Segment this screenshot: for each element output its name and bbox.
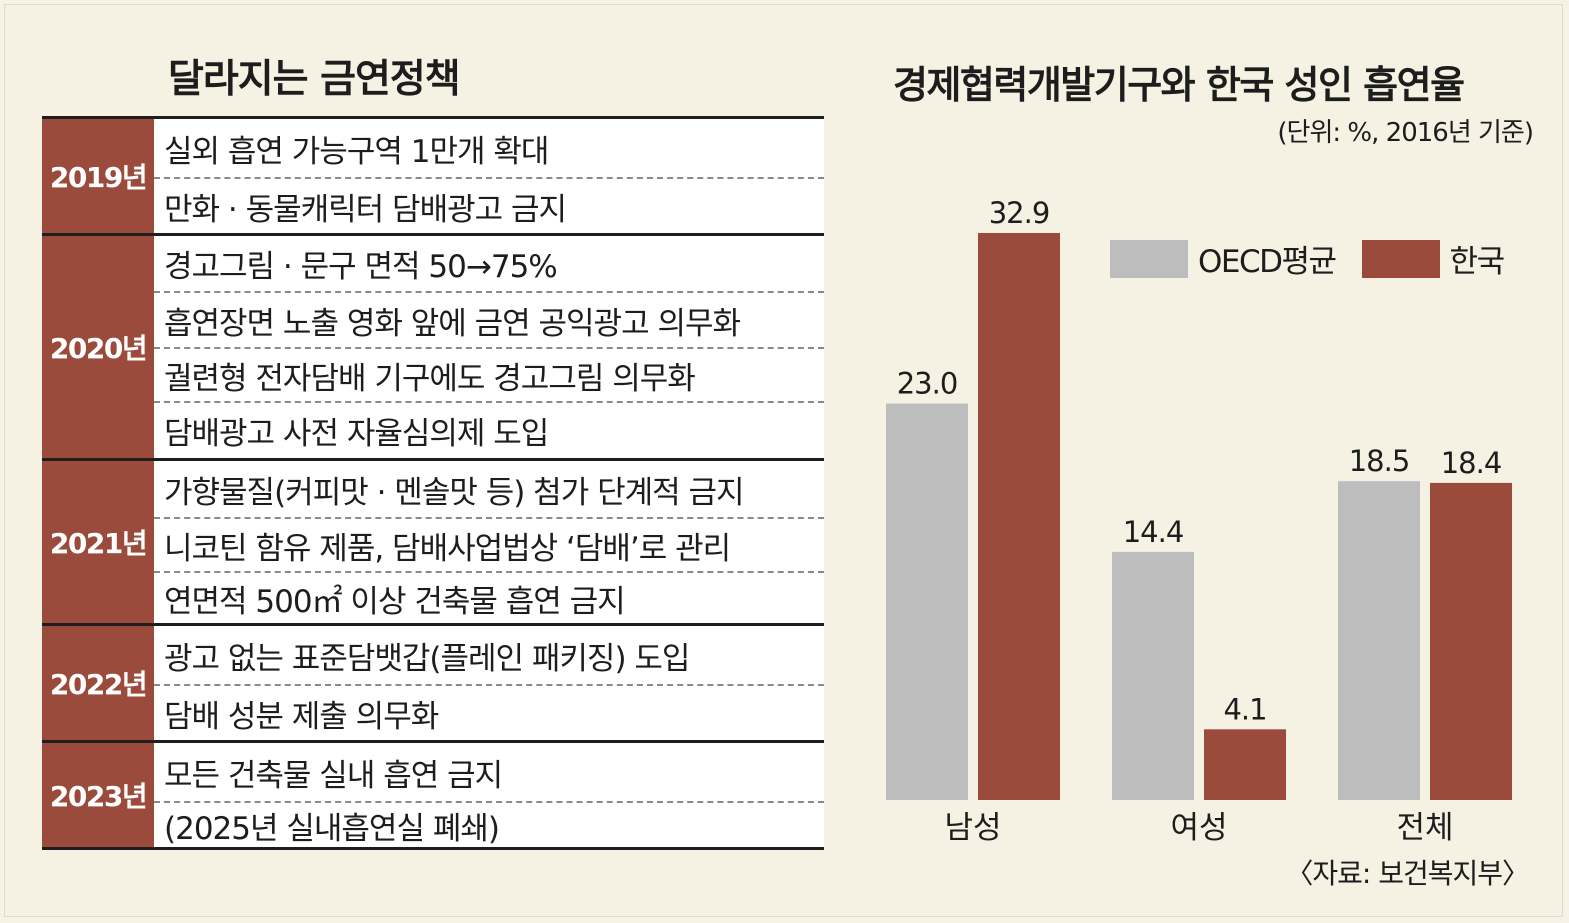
year-group: 2020년 경고그림 · 문구 면적 50→75% 흡연장면 노출 영화 앞에 금연… <box>42 233 824 458</box>
value-label: 18.4 <box>1441 446 1502 480</box>
policy-title: 달라지는 금연정책 <box>168 57 461 102</box>
policy-item: 실외 흡연 가능구역 1만개 확대 <box>164 133 549 170</box>
year-label: 2021년 <box>42 461 154 623</box>
legend-swatch-oecd <box>1110 239 1188 278</box>
policy-item: 광고 없는 표준담뱃갑(플레인 패키징) 도입 <box>164 640 690 677</box>
policy-item: 담배광고 사전 자율심의제 도입 <box>154 401 824 458</box>
value-label: 23.0 <box>897 367 958 401</box>
policy-item: 만화 · 동물캐릭터 담배광고 금지 <box>154 177 824 233</box>
policy-item: 흡연장면 노출 영화 앞에 금연 공익광고 의무화 <box>154 291 824 347</box>
policy-items: 모든 건축물 실내 흡연 금지 (2025년 실내흡연실 폐쇄) <box>154 743 824 847</box>
year-group: 2019년 실외 흡연 가능구역 1만개 확대 만화 · 동물캐릭터 담배광고 금지 <box>42 116 824 233</box>
bar-oecd-0 <box>886 403 968 800</box>
category-label: 여성 <box>1170 810 1227 846</box>
legend-swatch-korea <box>1361 239 1440 278</box>
policy-item: 연면적 500㎡ 이상 건축물 흡연 금지 <box>154 571 824 623</box>
policy-item: 담배 성분 제출 의무화 <box>154 684 824 740</box>
year-group: 2022년 광고 없는 표준담뱃갑(플레인 패키징) 도입 담배 성분 제출 의무화 <box>42 623 824 740</box>
chart-legend: OECD평균 한국 <box>1110 236 1530 281</box>
legend-label-oecd: OECD평균 <box>1198 244 1337 280</box>
value-label: 14.4 <box>1123 515 1184 549</box>
value-label: 18.5 <box>1349 444 1410 478</box>
chart-title: 경제협력개발기구와 한국 성인 흡연율 <box>893 63 1465 107</box>
category-label: 전체 <box>1396 810 1453 846</box>
bar-chart: 23.0 14.4 18.5 32.9 4.1 18.4 남성 여성 전체 <box>886 196 1512 846</box>
year-group: 2021년 가향물질(커피맛 · 멘솔맛 등) 첨가 단계적 금지 니코틴 함유 제… <box>42 458 824 623</box>
policy-item: (2025년 실내흡연실 폐쇄) <box>154 801 824 847</box>
legend-label-korea: 한국 <box>1449 244 1506 280</box>
policy-item: 경고그림 · 문구 면적 50→75% <box>164 249 558 285</box>
year-label: 2022년 <box>42 626 154 740</box>
bar-oecd-2 <box>1338 481 1420 800</box>
policy-item: 모든 건축물 실내 흡연 금지 <box>164 757 503 794</box>
policy-item: 니코틴 함유 제품, 담배사업법상 ‘담배’로 관리 <box>154 517 824 571</box>
policy-item: 가향물질(커피맛 · 멘솔맛 등) 첨가 단계적 금지 <box>164 474 745 511</box>
policy-item: 궐련형 전자담배 기구에도 경고그림 의무화 <box>154 347 824 401</box>
legend-item-korea: 한국 <box>1361 236 1506 281</box>
category-label: 남성 <box>944 810 1001 846</box>
legend-item-oecd: OECD평균 <box>1110 236 1337 281</box>
unit-note: (단위: %, 2016년 기준) <box>1277 118 1534 148</box>
bar-korea-1 <box>1204 729 1286 800</box>
value-label: 4.1 <box>1223 692 1266 726</box>
bar-oecd-1 <box>1112 551 1194 800</box>
source-note: 〈자료: 보건복지부〉 <box>1285 857 1530 890</box>
bar-korea-0 <box>978 233 1060 800</box>
year-label: 2020년 <box>42 236 154 458</box>
year-label: 2019년 <box>42 119 154 233</box>
year-label: 2023년 <box>42 743 154 847</box>
policy-items: 경고그림 · 문구 면적 50→75% 흡연장면 노출 영화 앞에 금연 공익광고… <box>154 236 824 458</box>
policy-table: 2019년 실외 흡연 가능구역 1만개 확대 만화 · 동물캐릭터 담배광고 금지… <box>42 116 824 850</box>
bar-korea-2 <box>1430 482 1512 800</box>
value-label: 32.9 <box>989 196 1050 230</box>
year-group: 2023년 모든 건축물 실내 흡연 금지 (2025년 실내흡연실 폐쇄) <box>42 740 824 850</box>
